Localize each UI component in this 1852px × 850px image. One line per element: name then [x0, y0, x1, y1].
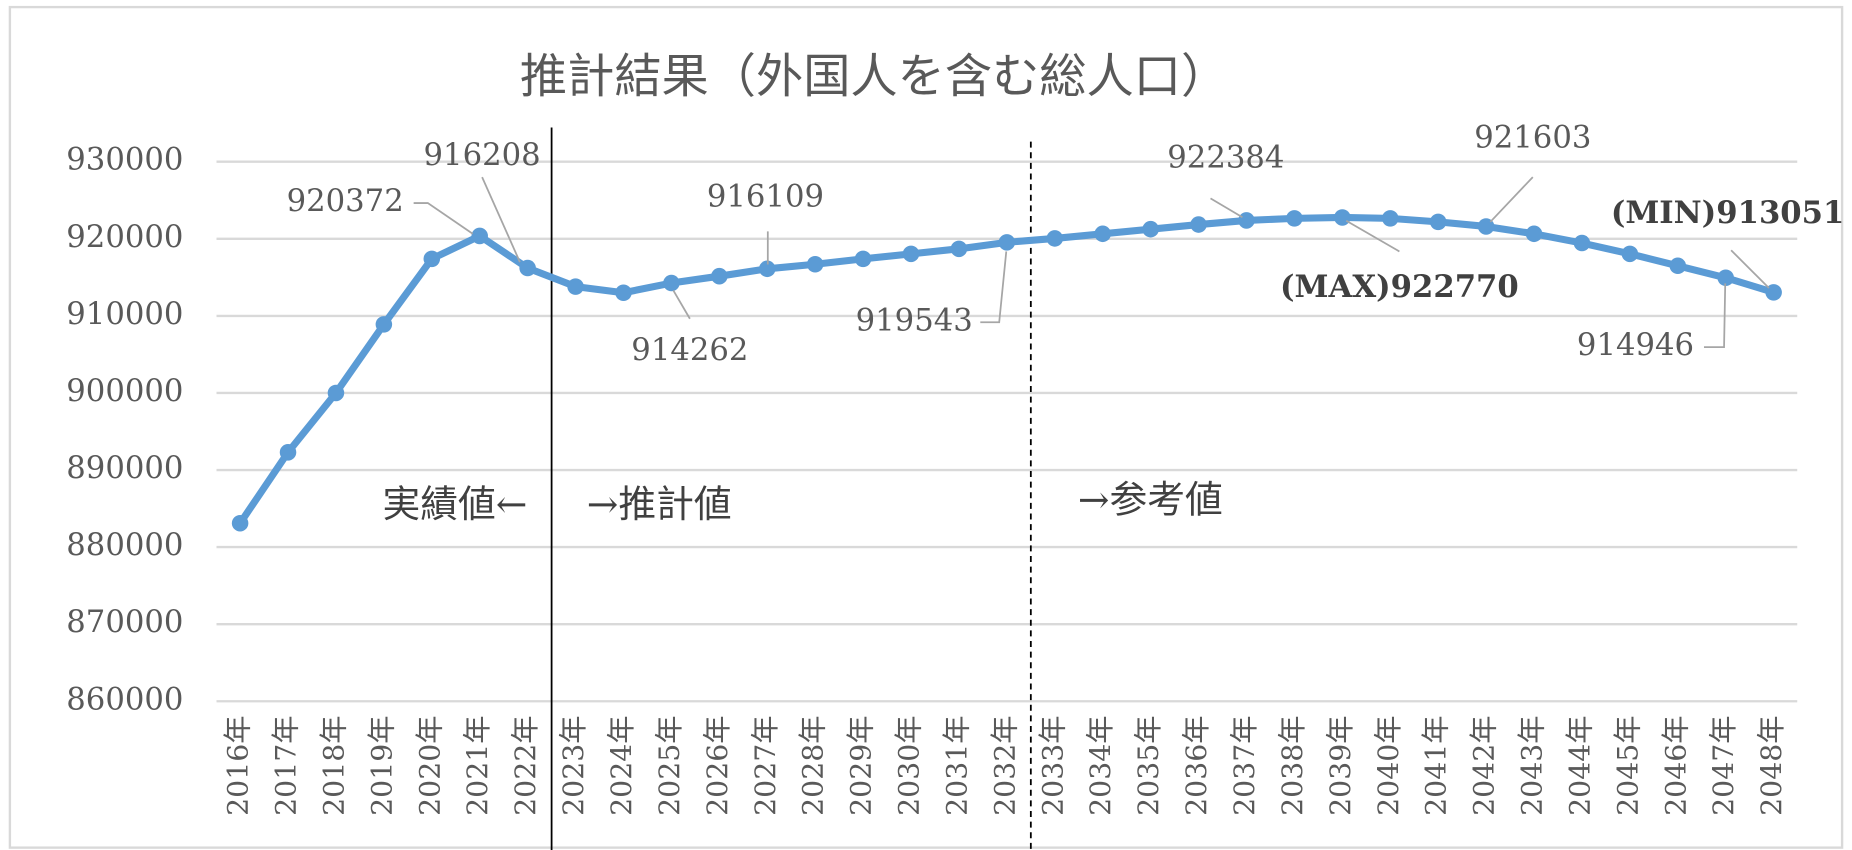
x-tick-label: 2024年: [605, 715, 638, 815]
point: [1286, 210, 1303, 227]
leader-line: [1489, 176, 1534, 223]
point: [327, 384, 345, 402]
data-label: 914262: [631, 333, 748, 368]
leader-line: [1730, 249, 1770, 289]
x-tick-label: 2036年: [1180, 715, 1213, 815]
y-tick-label: 860000: [66, 682, 183, 717]
leader-line: [481, 176, 521, 263]
y-tick-label: 890000: [66, 451, 183, 486]
leader-line: [1703, 283, 1727, 348]
point: [950, 240, 968, 258]
data-label: 920372: [287, 184, 404, 219]
point: [423, 250, 441, 268]
x-tick-label: 2047年: [1707, 715, 1740, 815]
point: [663, 274, 680, 292]
point: [711, 267, 728, 285]
data-label: (MIN)913051: [1611, 195, 1845, 231]
x-tick-label: 2039年: [1324, 715, 1357, 815]
y-tick-label: 870000: [66, 605, 183, 640]
x-tick-label: 2031年: [940, 715, 973, 815]
point: [231, 514, 249, 532]
point: [1429, 213, 1447, 231]
x-tick-label: 2040年: [1372, 715, 1405, 815]
x-tick-label: 2025年: [653, 715, 686, 815]
x-tick-label: 2044年: [1563, 715, 1596, 815]
leader-line: [1210, 197, 1243, 218]
point: [519, 259, 536, 277]
point: [1238, 212, 1255, 229]
annotation: 実績値←: [382, 482, 527, 526]
data-label: 914946: [1577, 328, 1694, 363]
data-label: 916109: [707, 179, 824, 214]
point: [279, 444, 297, 461]
data-label: 916208: [424, 138, 541, 173]
x-tick-label: 2017年: [270, 715, 303, 815]
point: [615, 284, 632, 302]
point: [1190, 216, 1207, 233]
x-tick-label: 2042年: [1468, 715, 1501, 815]
x-tick-label: 2029年: [845, 715, 878, 815]
point: [1094, 225, 1111, 243]
x-tick-label: 2020年: [413, 715, 446, 815]
x-tick-label: 2035年: [1132, 715, 1165, 815]
point: [1765, 284, 1782, 301]
x-tick-label: 2021年: [461, 715, 494, 815]
x-tick-label: 2038年: [1276, 715, 1309, 815]
y-tick-label: 930000: [66, 143, 183, 178]
point: [806, 255, 824, 273]
x-tick-label: 2033年: [1036, 715, 1069, 815]
point: [854, 250, 872, 268]
annotation: →推計値: [587, 482, 732, 526]
x-tick-label: 2018年: [317, 715, 350, 815]
annotation: →参考値: [1078, 477, 1223, 521]
point: [1621, 245, 1639, 263]
x-tick-label: 2023年: [557, 715, 590, 815]
point: [758, 260, 776, 278]
point: [375, 316, 393, 333]
point: [1142, 220, 1159, 238]
y-tick-label: 910000: [66, 297, 183, 332]
leader-line: [980, 251, 1008, 324]
point: [1525, 225, 1543, 243]
x-tick-label: 2041年: [1420, 715, 1453, 815]
x-tick-label: 2016年: [222, 715, 255, 815]
point: [471, 227, 488, 245]
leader-line: [672, 289, 691, 320]
point: [902, 245, 920, 263]
point: [1334, 209, 1351, 226]
x-tick-label: 2022年: [509, 715, 542, 815]
y-tick-label: 900000: [66, 374, 183, 409]
x-tick-label: 2048年: [1755, 715, 1788, 815]
point: [1477, 218, 1495, 235]
point: [1046, 230, 1064, 247]
point: [998, 234, 1016, 251]
point: [1381, 210, 1399, 227]
data-label: 922384: [1167, 140, 1284, 175]
data-label: (MAX)922770: [1280, 269, 1519, 305]
chart-border: [8, 5, 1844, 849]
x-tick-label: 2030年: [893, 715, 926, 815]
y-tick-label: 920000: [66, 220, 183, 255]
point: [567, 278, 584, 295]
point: [1669, 257, 1687, 275]
chart-title: 推計結果（外国人を含む総人口）: [520, 49, 1228, 104]
x-tick-label: 2046年: [1659, 715, 1692, 815]
data-label: 919543: [856, 303, 973, 338]
x-tick-label: 2019年: [365, 715, 398, 815]
x-tick-label: 2032年: [988, 715, 1021, 815]
data-label: 921603: [1474, 120, 1591, 155]
x-tick-label: 2037年: [1228, 715, 1261, 815]
x-tick-label: 2034年: [1084, 715, 1117, 815]
x-tick-label: 2045年: [1611, 715, 1644, 815]
x-tick-label: 2043年: [1516, 715, 1549, 815]
x-tick-label: 2028年: [797, 715, 830, 815]
point: [1717, 269, 1734, 287]
y-tick-label: 880000: [66, 528, 183, 563]
leader-line: [1345, 219, 1400, 253]
x-tick-label: 2026年: [701, 715, 734, 815]
x-tick-label: 2027年: [749, 715, 782, 815]
leader-line: [413, 202, 474, 235]
point: [1573, 234, 1591, 252]
